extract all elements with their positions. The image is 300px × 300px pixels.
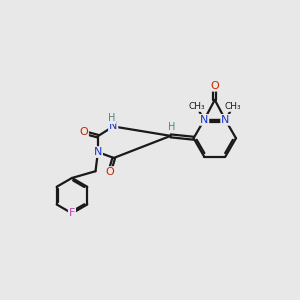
Text: O: O <box>105 167 114 177</box>
Text: CH₃: CH₃ <box>225 102 241 111</box>
Text: O: O <box>79 128 88 137</box>
Text: N: N <box>221 115 230 125</box>
Text: N: N <box>200 115 208 125</box>
Text: F: F <box>69 208 75 218</box>
Text: N: N <box>109 122 117 131</box>
Text: O: O <box>210 81 219 91</box>
Text: CH₃: CH₃ <box>188 102 205 111</box>
Text: H: H <box>168 122 176 132</box>
Text: N: N <box>94 147 102 157</box>
Text: H: H <box>108 113 116 123</box>
